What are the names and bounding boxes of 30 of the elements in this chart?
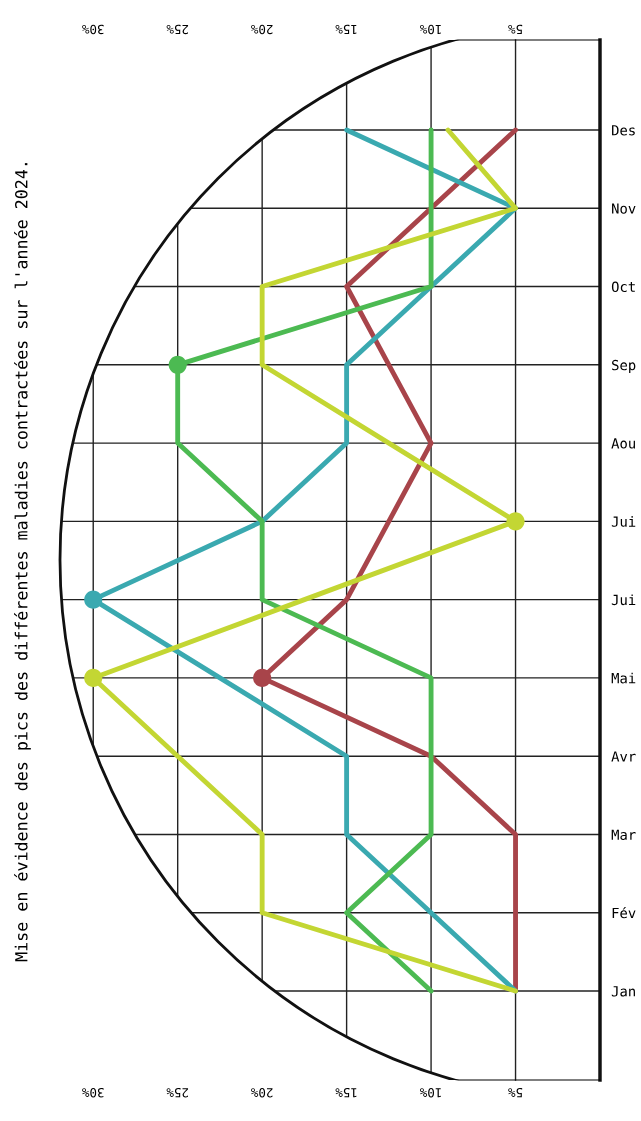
y-tick-label: Jui — [611, 516, 636, 527]
x-tick-label: 25% — [166, 24, 189, 35]
x-tick-label: 30% — [82, 24, 104, 35]
x-tick-label: 15% — [335, 24, 357, 34]
y-tick-label: Avr — [611, 751, 636, 762]
x-tick-label: 5% — [508, 24, 523, 34]
y-tick-label: Fév — [612, 906, 636, 919]
x2-tick-label: 30% — [82, 1087, 104, 1098]
x-tick-label: 20% — [251, 24, 273, 35]
point — [253, 668, 272, 687]
y-tick-label: Des — [612, 125, 635, 136]
x2-tick-label: 15% — [335, 1087, 357, 1098]
x2-tick-label: 25% — [166, 1087, 189, 1098]
y-tick-label: Mai — [611, 672, 636, 684]
y-tick-label: Oct — [611, 281, 635, 293]
y-tick-label: Jui — [611, 594, 636, 606]
y-tick-label: Nov — [612, 203, 636, 214]
x2-tick-label: 20% — [251, 1087, 273, 1098]
point — [84, 668, 103, 687]
point — [168, 355, 187, 374]
x2-tick-label: 5% — [508, 1087, 523, 1098]
x-tick-label: 10% — [419, 24, 441, 35]
y-tick-label: Sep — [612, 359, 636, 374]
point — [84, 590, 103, 609]
point — [506, 512, 525, 531]
y-tick-label: Mar — [611, 829, 636, 840]
y-tick-label: Jan — [611, 986, 635, 997]
x2-tick-label: 10% — [419, 1087, 441, 1098]
y-tick-label: Aou — [611, 438, 635, 449]
text: Mise en évidence des pics des différentes maladies contractées sur l'année 2024. — [14, 163, 31, 962]
